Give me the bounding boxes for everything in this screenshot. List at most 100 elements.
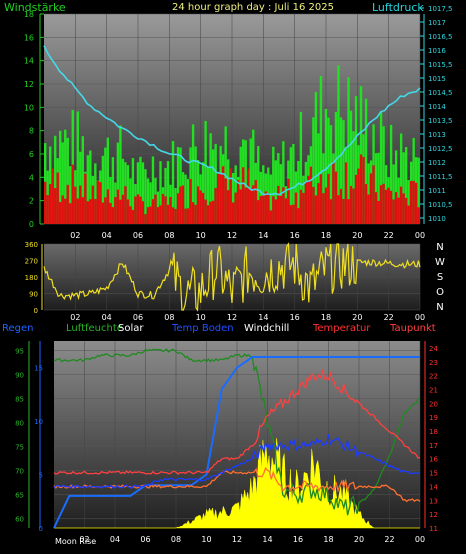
bottom-time-ticks: 02 04 06 08 10 12 14 16 18 20 22 00 <box>79 535 425 544</box>
wind-bar <box>166 204 170 224</box>
wind-bar <box>272 196 275 224</box>
time-tick: 20 <box>352 313 362 322</box>
wind-bar <box>409 180 413 224</box>
gust-bar <box>402 152 405 224</box>
wind-bar <box>181 185 185 224</box>
time-tick: 04 <box>102 231 112 240</box>
wind-bar <box>297 208 300 224</box>
wind-bar <box>334 171 338 224</box>
wind-bar <box>186 208 190 224</box>
wind-bar <box>387 187 390 224</box>
gust-bar <box>319 76 323 224</box>
time-tick: 20 <box>354 535 364 544</box>
wind-bar <box>392 199 395 224</box>
wind-bar <box>244 187 247 224</box>
time-tick: 08 <box>164 313 174 322</box>
legend-entry: Temp Boden <box>171 323 234 334</box>
gust-bar <box>327 117 330 224</box>
compass-letter: W <box>435 257 445 268</box>
gust-bar <box>239 146 242 224</box>
wind-bar <box>171 207 175 224</box>
rain-tick: 15 <box>34 365 43 373</box>
top-time-ticks: 02 04 06 08 10 12 14 16 18 20 22 00 <box>70 231 425 240</box>
wind-bar <box>307 175 310 224</box>
wind-bar <box>129 206 132 224</box>
gust-bar <box>111 157 115 224</box>
wind-bar <box>54 188 57 224</box>
time-tick: 00 <box>415 535 425 544</box>
gust-bar <box>342 120 345 224</box>
time-tick: 04 <box>110 535 120 544</box>
wind-bar <box>254 180 257 224</box>
wind-bar <box>126 199 130 224</box>
direction-tick: 0 <box>34 307 38 315</box>
gust-bar <box>184 174 187 224</box>
gust-bar <box>317 133 320 224</box>
time-tick: 00 <box>415 231 425 240</box>
wind-bar <box>339 188 343 224</box>
pressure-tick: 1013,5 <box>428 117 453 125</box>
series-line-temperatur <box>53 368 421 475</box>
time-tick: 16 <box>290 231 300 240</box>
wind-bar <box>184 208 187 224</box>
wind-bar <box>289 205 293 224</box>
gust-bar <box>64 129 67 224</box>
wind-bar <box>384 189 388 224</box>
direction-axis-ticks: 0 90 180 270 360 <box>25 241 43 315</box>
time-tick: 04 <box>102 313 112 322</box>
temperature-tick: 12 <box>429 511 438 519</box>
gust-bar <box>116 142 120 224</box>
wind-tick: 2 <box>29 197 34 206</box>
time-tick: 16 <box>293 535 303 544</box>
temperature-tick: 17 <box>429 442 438 450</box>
wind-bar <box>324 187 328 224</box>
wind-bar <box>59 202 62 224</box>
mid-time-ticks: 02 04 06 08 10 12 14 16 18 20 22 00 <box>70 313 425 322</box>
time-tick: 22 <box>384 231 394 240</box>
wind-bar <box>189 179 192 224</box>
humidity-tick: 95 <box>15 348 24 356</box>
wind-bar <box>252 185 255 224</box>
wind-bar <box>201 192 205 224</box>
gust-bar <box>159 161 162 224</box>
direction-tick: 270 <box>25 258 38 266</box>
wind-bar <box>249 188 252 224</box>
wind-tick: 10 <box>24 103 34 112</box>
pressure-tick: 1014 <box>428 103 446 111</box>
temperature-tick: 13 <box>429 497 438 505</box>
direction-line <box>43 242 421 312</box>
wind-bar <box>262 195 265 224</box>
time-tick: 18 <box>323 535 333 544</box>
wind-bar <box>282 187 285 224</box>
gust-bar <box>211 149 215 224</box>
wind-bar <box>357 168 360 224</box>
wind-bar <box>312 186 315 224</box>
gust-bar <box>349 110 353 224</box>
gust-bar <box>272 146 275 224</box>
wind-bar <box>179 186 182 224</box>
moon-rise-label: Moon Rise <box>55 537 96 546</box>
gust-bar <box>136 162 140 224</box>
gust-bar <box>151 156 155 224</box>
pressure-line <box>43 45 421 196</box>
gust-bar <box>232 172 235 224</box>
pressure-tick: 1011,5 <box>428 173 453 181</box>
gust-bar <box>149 182 152 224</box>
time-tick: 16 <box>290 313 300 322</box>
series-line-temp-boden <box>53 434 421 489</box>
pressure-tick: 1010 <box>428 215 446 223</box>
gust-bar <box>206 166 210 224</box>
gust-bar <box>176 147 180 224</box>
wind-bar <box>204 199 207 224</box>
wind-bar <box>119 199 122 224</box>
compass-letter: N <box>436 302 443 313</box>
wind-bar <box>169 196 172 224</box>
wind-bar <box>111 207 115 224</box>
series-line-luftfeuchte <box>53 348 421 516</box>
wind-bar <box>176 193 180 224</box>
wind-bar <box>74 186 77 224</box>
time-tick: 22 <box>384 313 394 322</box>
wind-bar <box>211 200 215 224</box>
